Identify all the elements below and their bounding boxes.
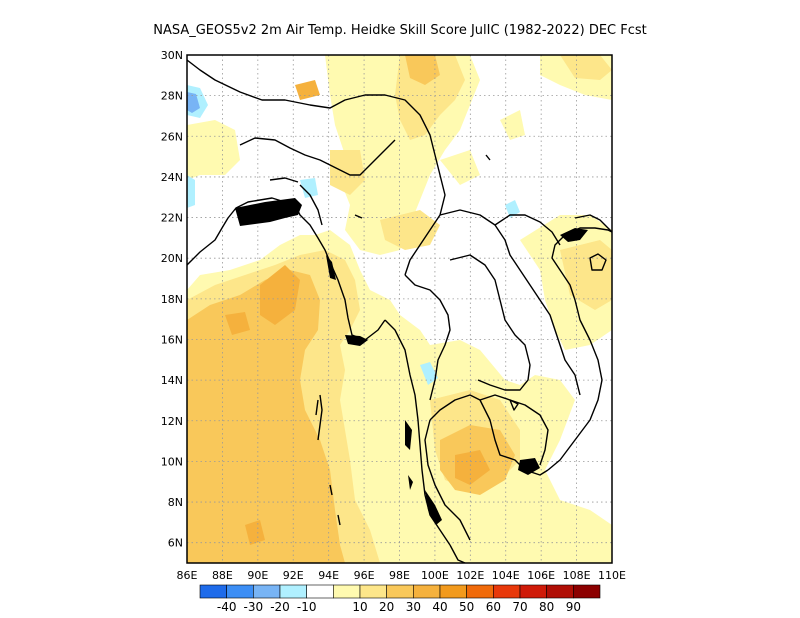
lon-tick-label: 102E <box>456 569 484 582</box>
lat-tick-label: 16N <box>161 333 183 346</box>
colorbar-swatch <box>359 584 387 599</box>
colorbar-swatch <box>546 584 574 599</box>
lat-tick-label: 26N <box>161 130 183 143</box>
lon-tick-label: 92E <box>283 569 304 582</box>
lon-tick-label: 108E <box>563 569 591 582</box>
map-title: NASA_GEOS5v2 2m Air Temp. Heidke Skill S… <box>153 23 647 38</box>
lon-tick-label: 98E <box>389 569 410 582</box>
colorbar-label: 80 <box>539 600 554 614</box>
longitude-tick-labels: 86E 88E 90E 92E 94E 96E 98E 100E 102E 104E 106E 108… <box>177 569 626 582</box>
lat-tick-label: 6N <box>168 537 183 550</box>
graticule <box>187 55 612 563</box>
colorbar-swatch <box>333 584 361 599</box>
map-frame <box>186 54 613 564</box>
colorbar-labels: -40 -30 -20 -10 10 20 30 40 50 60 70 80 90 <box>217 600 581 614</box>
colorbar <box>199 584 601 599</box>
colorbar-swatch <box>413 584 441 599</box>
colorbar-swatch <box>573 584 601 599</box>
lat-tick-label: 30N <box>161 49 183 62</box>
colorbar-swatch <box>199 584 227 599</box>
lat-tick-label: 22N <box>161 212 183 225</box>
lat-tick-label: 28N <box>161 90 183 103</box>
colorbar-swatch <box>493 584 521 599</box>
lat-tick-label: 10N <box>161 455 183 468</box>
colorbar-label: 20 <box>379 600 394 614</box>
lon-tick-label: 86E <box>177 569 198 582</box>
colorbar-label: -40 <box>217 600 237 614</box>
lon-tick-label: 110E <box>598 569 626 582</box>
lat-tick-label: 24N <box>161 171 183 184</box>
lon-tick-label: 96E <box>354 569 375 582</box>
lat-tick-label: 20N <box>161 252 183 265</box>
colorbar-swatch <box>226 584 254 599</box>
latitude-tick-labels: 6N 8N 10N 12N 14N 16N 18N 20N 22N 24N 26N 28N 30N <box>161 49 183 550</box>
lon-tick-label: 106E <box>527 569 555 582</box>
colorbar-label: 50 <box>459 600 474 614</box>
colorbar-swatch <box>306 584 334 599</box>
colorbar-label: 10 <box>352 600 367 614</box>
coastline-layer <box>187 59 612 563</box>
colorbar-swatch <box>386 584 414 599</box>
colorbar-swatch <box>466 584 494 599</box>
lon-tick-label: 100E <box>421 569 449 582</box>
lon-tick-label: 88E <box>212 569 233 582</box>
colorbar-swatch <box>253 584 281 599</box>
lat-tick-label: 14N <box>161 374 183 387</box>
fill-40-50 <box>225 80 490 545</box>
colorbar-swatch <box>519 584 547 599</box>
coastline-dense <box>235 198 588 525</box>
fill-neg20 <box>187 92 200 113</box>
colorbar-swatch <box>439 584 467 599</box>
lat-tick-label: 8N <box>168 496 183 509</box>
colorbar-swatch <box>279 584 307 599</box>
lon-tick-label: 94E <box>318 569 339 582</box>
lat-tick-label: 18N <box>161 293 183 306</box>
colorbar-label: 40 <box>432 600 447 614</box>
colorbar-label: -30 <box>244 600 264 614</box>
colorbar-label: 90 <box>566 600 581 614</box>
colorbar-label: 70 <box>512 600 527 614</box>
colorbar-label: -10 <box>297 600 317 614</box>
lon-tick-label: 104E <box>492 569 520 582</box>
lat-tick-label: 12N <box>161 415 183 428</box>
colorbar-label: -20 <box>270 600 290 614</box>
lon-tick-label: 90E <box>247 569 268 582</box>
colorbar-label: 30 <box>406 600 421 614</box>
colorbar-label: 60 <box>486 600 501 614</box>
